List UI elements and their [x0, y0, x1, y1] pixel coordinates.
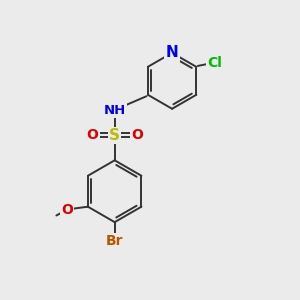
Text: O: O — [61, 202, 73, 217]
Text: NH: NH — [103, 104, 126, 117]
Text: O: O — [131, 128, 143, 142]
Text: N: N — [166, 45, 178, 60]
Text: O: O — [87, 128, 98, 142]
Text: S: S — [109, 128, 120, 143]
Text: Br: Br — [106, 234, 123, 248]
Text: Cl: Cl — [207, 56, 222, 70]
